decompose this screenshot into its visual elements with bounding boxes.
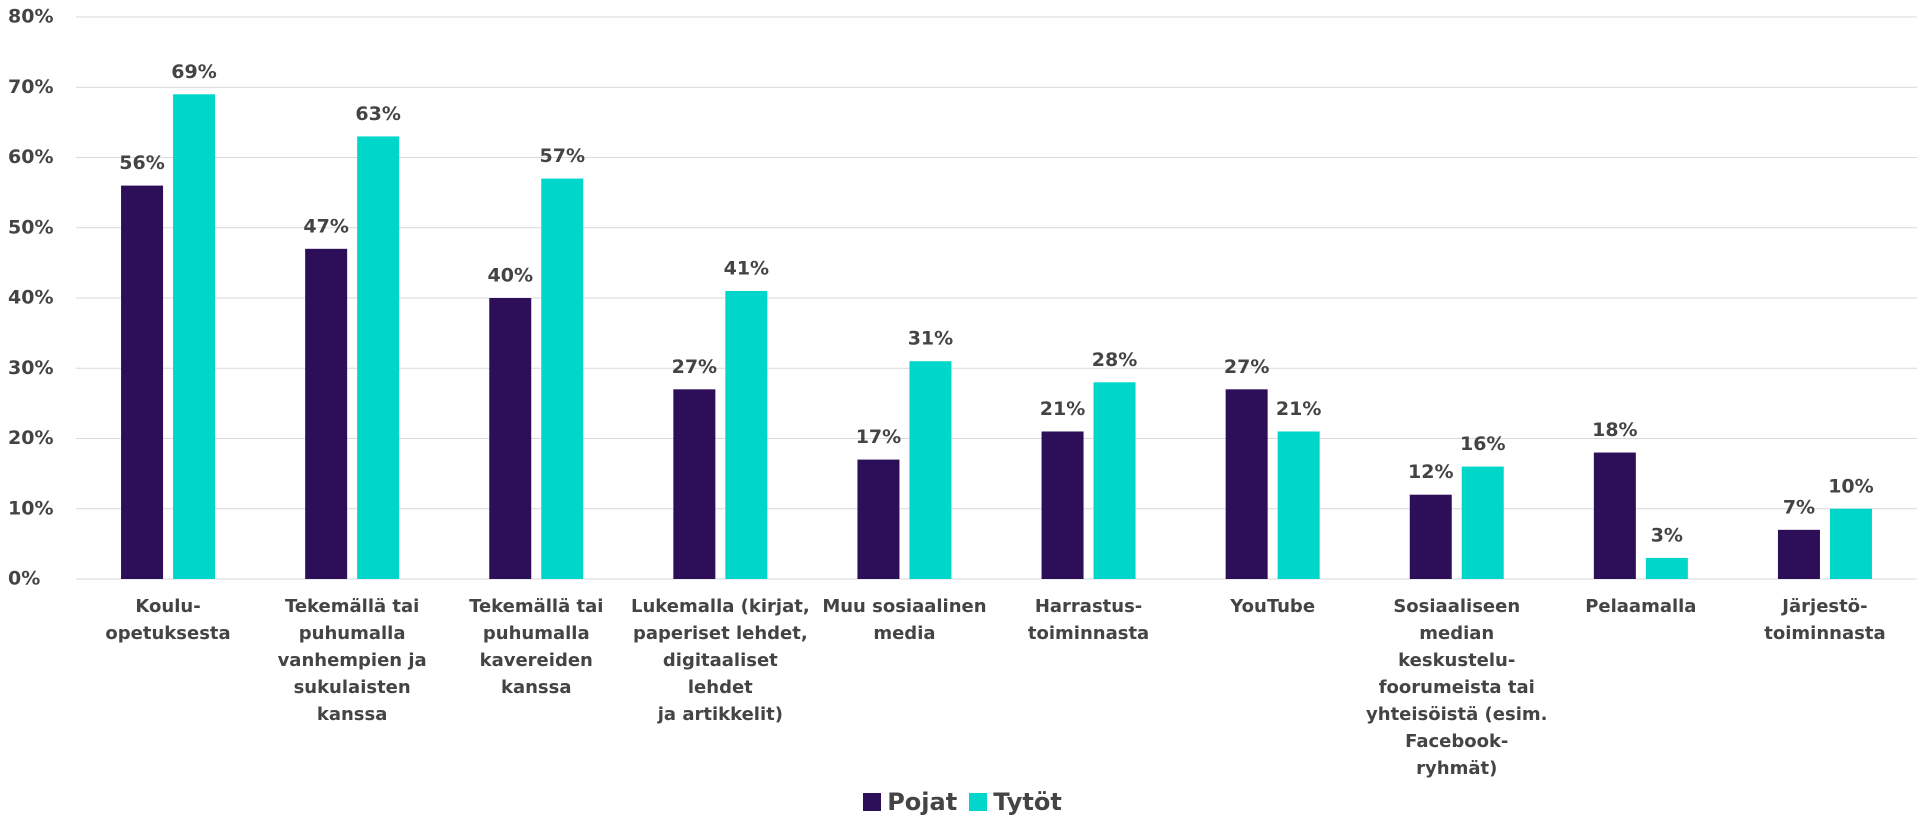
legend-swatch bbox=[863, 793, 882, 811]
bar bbox=[1461, 466, 1504, 579]
data-label: 27% bbox=[672, 356, 717, 378]
bar bbox=[1777, 529, 1820, 579]
data-label: 17% bbox=[856, 426, 901, 448]
data-label: 18% bbox=[1592, 419, 1637, 441]
bar bbox=[1277, 431, 1320, 579]
bar bbox=[1409, 494, 1452, 579]
bar bbox=[121, 185, 164, 579]
bar bbox=[909, 361, 952, 579]
bar bbox=[1225, 389, 1268, 579]
y-tick-label: 50% bbox=[8, 216, 53, 238]
bar bbox=[673, 389, 716, 579]
legend-label: Pojat bbox=[887, 788, 958, 816]
y-tick-label: 60% bbox=[8, 146, 53, 168]
x-tick-label: Koulu- opetuksesta bbox=[105, 596, 231, 644]
data-label: 7% bbox=[1783, 496, 1815, 518]
y-tick-label: 80% bbox=[8, 6, 53, 28]
data-label: 57% bbox=[540, 145, 585, 167]
data-label: 31% bbox=[908, 328, 953, 350]
data-label: 16% bbox=[1460, 433, 1505, 455]
data-label: 28% bbox=[1092, 349, 1137, 371]
data-label: 63% bbox=[355, 103, 400, 125]
bar bbox=[1593, 452, 1636, 579]
bar bbox=[305, 248, 348, 579]
data-label: 3% bbox=[1651, 524, 1683, 546]
bar bbox=[1093, 382, 1136, 579]
legend-swatch bbox=[969, 793, 988, 811]
bar bbox=[1645, 557, 1688, 579]
data-label: 47% bbox=[303, 215, 348, 237]
data-label: 27% bbox=[1224, 356, 1269, 378]
bar bbox=[857, 459, 900, 579]
x-tick-label: Muu sosiaalinen media bbox=[822, 596, 987, 644]
bar bbox=[489, 298, 532, 579]
x-tick-label: Järjestö- toiminnasta bbox=[1764, 596, 1886, 644]
x-tick-label: YouTube bbox=[1230, 596, 1316, 617]
y-tick-label: 40% bbox=[8, 287, 53, 309]
data-label: 21% bbox=[1276, 398, 1321, 420]
data-label: 56% bbox=[119, 152, 164, 174]
x-tick-label: Tekemällä tai puhumalla vanhempien ja su… bbox=[277, 596, 427, 725]
data-label: 69% bbox=[171, 61, 216, 83]
data-label: 40% bbox=[488, 265, 533, 287]
legend-label: Tytöt bbox=[993, 788, 1062, 816]
x-tick-label: Pelaamalla bbox=[1585, 596, 1697, 617]
bar bbox=[357, 136, 400, 580]
data-label: 41% bbox=[724, 257, 769, 279]
data-label: 21% bbox=[1040, 398, 1085, 420]
x-tick-label: Tekemällä tai puhumalla kavereiden kanss… bbox=[469, 596, 604, 698]
y-tick-label: 10% bbox=[8, 497, 53, 519]
y-tick-label: 70% bbox=[8, 76, 53, 98]
bar bbox=[1829, 508, 1872, 579]
bar bbox=[541, 178, 584, 579]
y-tick-label: 30% bbox=[8, 357, 53, 379]
legend-item: Tytöt bbox=[969, 788, 1062, 816]
x-tick-label: Sosiaaliseen median keskustelu- foorumei… bbox=[1366, 596, 1548, 779]
y-tick-label: 0% bbox=[8, 568, 40, 590]
bar bbox=[1041, 431, 1084, 579]
bar bbox=[725, 290, 768, 579]
legend: Pojat Tytöt bbox=[0, 788, 1925, 816]
data-label: 10% bbox=[1828, 475, 1873, 497]
bar bbox=[173, 94, 216, 580]
legend-item: Pojat bbox=[863, 788, 957, 816]
x-tick-label: Lukemalla (kirjat, paperiset lehdet, dig… bbox=[631, 596, 810, 725]
data-label: 12% bbox=[1408, 461, 1453, 483]
y-tick-label: 20% bbox=[8, 427, 53, 449]
x-tick-label: Harrastus- toiminnasta bbox=[1027, 596, 1150, 644]
